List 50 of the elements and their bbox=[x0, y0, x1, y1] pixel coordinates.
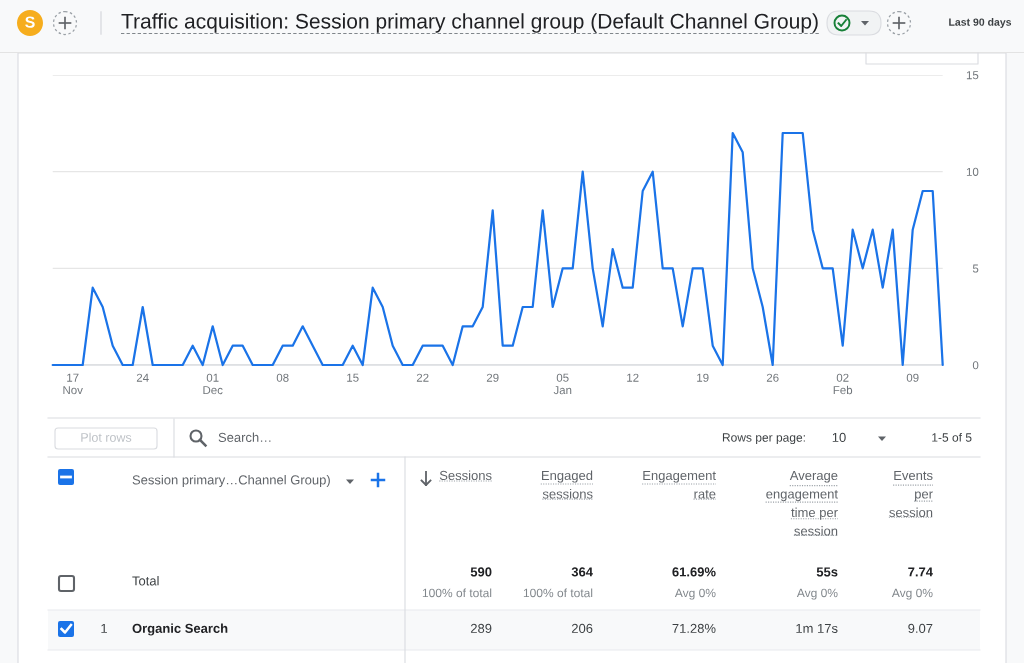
text: 100% of total bbox=[422, 588, 492, 598]
y-tick-label: 10 bbox=[966, 167, 979, 176]
text: Session primary…Channel Group) bbox=[132, 474, 330, 488]
text: Last 90 days bbox=[949, 18, 1012, 28]
text: Engaged sessions bbox=[542, 470, 593, 499]
text: Events per session bbox=[889, 470, 933, 518]
text: Search… bbox=[218, 432, 271, 442]
text: 590 bbox=[470, 567, 492, 577]
x-tick-label: 22 bbox=[416, 373, 429, 382]
text: Total bbox=[132, 575, 159, 586]
x-tick-label: 12 bbox=[627, 373, 639, 382]
x-tick-label: 17 Nov bbox=[63, 373, 83, 395]
text: S bbox=[25, 16, 35, 28]
text: 1 bbox=[101, 623, 107, 633]
x-tick-label: 24 bbox=[136, 373, 149, 382]
text: Avg 0% bbox=[674, 588, 716, 600]
text: Average engagement time per session bbox=[766, 470, 838, 536]
text: 61.69% bbox=[672, 567, 716, 577]
y-tick-label: 5 bbox=[972, 264, 979, 273]
text: 1m 17s bbox=[796, 623, 838, 633]
text: 7.74 bbox=[908, 567, 933, 577]
y-tick-label: 15 bbox=[966, 71, 979, 80]
text: Organic Search bbox=[132, 623, 228, 636]
text: 55s bbox=[816, 567, 838, 577]
x-tick-label: 09 bbox=[906, 373, 919, 382]
text: Plot rows bbox=[81, 432, 132, 442]
text: 1-5 of 5 bbox=[932, 432, 972, 442]
x-tick-label: 19 bbox=[697, 373, 709, 382]
line-series bbox=[51, 131, 944, 367]
text: Avg 0% bbox=[891, 588, 933, 600]
text: 71.28% bbox=[672, 623, 716, 633]
x-tick-label: 15 bbox=[347, 373, 359, 382]
text: Engagement rate bbox=[643, 470, 716, 499]
y-tick-label: 0 bbox=[972, 361, 979, 370]
text: 100% of total bbox=[523, 588, 593, 598]
text: 9.07 bbox=[908, 623, 933, 633]
text: 289 bbox=[470, 623, 492, 633]
text: Rows per page: bbox=[722, 433, 805, 445]
x-tick-label: 02 Feb bbox=[833, 373, 853, 395]
chart-title: Traffic acquisition: Session primary channel group (Default Channel Group) bbox=[121, 13, 818, 33]
x-tick-label: 29 bbox=[486, 373, 499, 382]
x-tick-label: 26 bbox=[766, 373, 779, 382]
text: 206 bbox=[571, 623, 593, 633]
text: 364 bbox=[571, 567, 593, 577]
x-tick-label: 01 Dec bbox=[203, 373, 223, 395]
text: Avg 0% bbox=[796, 588, 838, 600]
text: 10 bbox=[832, 432, 846, 442]
x-tick-label: 08 bbox=[276, 373, 289, 382]
text: Sessions bbox=[439, 470, 492, 481]
x-tick-label: 05 Jan bbox=[553, 373, 572, 395]
